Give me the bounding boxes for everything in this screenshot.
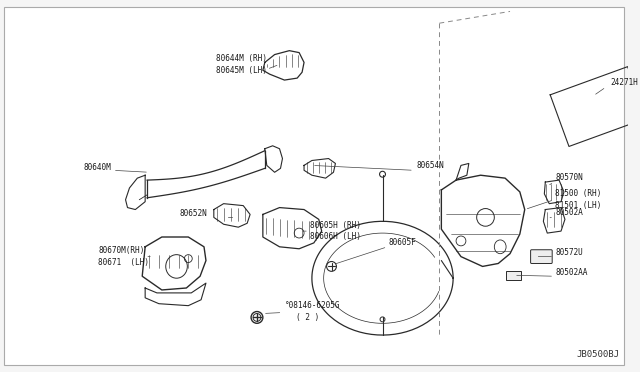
Polygon shape	[263, 208, 322, 249]
FancyBboxPatch shape	[531, 250, 552, 263]
Polygon shape	[442, 175, 525, 266]
Text: 80640M: 80640M	[83, 163, 111, 172]
Text: 81501 (LH): 81501 (LH)	[555, 201, 602, 210]
Polygon shape	[263, 51, 304, 80]
Text: JB0500BJ: JB0500BJ	[577, 350, 620, 359]
Ellipse shape	[326, 262, 337, 271]
Text: 80502A: 80502A	[555, 208, 583, 217]
Text: 80671  (LH): 80671 (LH)	[98, 258, 149, 267]
Text: 80644M (RH): 80644M (RH)	[216, 54, 267, 63]
Text: 81500 (RH): 81500 (RH)	[555, 189, 602, 198]
Ellipse shape	[251, 311, 263, 323]
Ellipse shape	[380, 317, 385, 322]
Text: °08146-6205G: °08146-6205G	[284, 301, 340, 310]
Text: 80572U: 80572U	[555, 248, 583, 257]
Text: 80502AA: 80502AA	[555, 268, 588, 277]
Polygon shape	[545, 180, 564, 203]
Text: 80645M (LH): 80645M (LH)	[216, 66, 267, 75]
Bar	[506, 271, 521, 280]
Polygon shape	[304, 158, 335, 178]
Text: 24271H: 24271H	[610, 77, 638, 87]
Text: ( 2 ): ( 2 )	[296, 313, 319, 322]
Ellipse shape	[253, 314, 261, 321]
Text: 80570N: 80570N	[555, 173, 583, 182]
Text: 80670M(RH): 80670M(RH)	[98, 246, 145, 255]
Text: 80654N: 80654N	[417, 161, 445, 170]
Polygon shape	[543, 208, 565, 233]
Polygon shape	[214, 203, 250, 227]
Polygon shape	[142, 237, 206, 290]
Ellipse shape	[380, 171, 385, 177]
Text: 80652N: 80652N	[179, 209, 207, 218]
Text: 80605H (RH): 80605H (RH)	[310, 221, 361, 230]
Text: 80605F: 80605F	[388, 238, 416, 247]
Text: 80606H (LH): 80606H (LH)	[310, 231, 361, 241]
